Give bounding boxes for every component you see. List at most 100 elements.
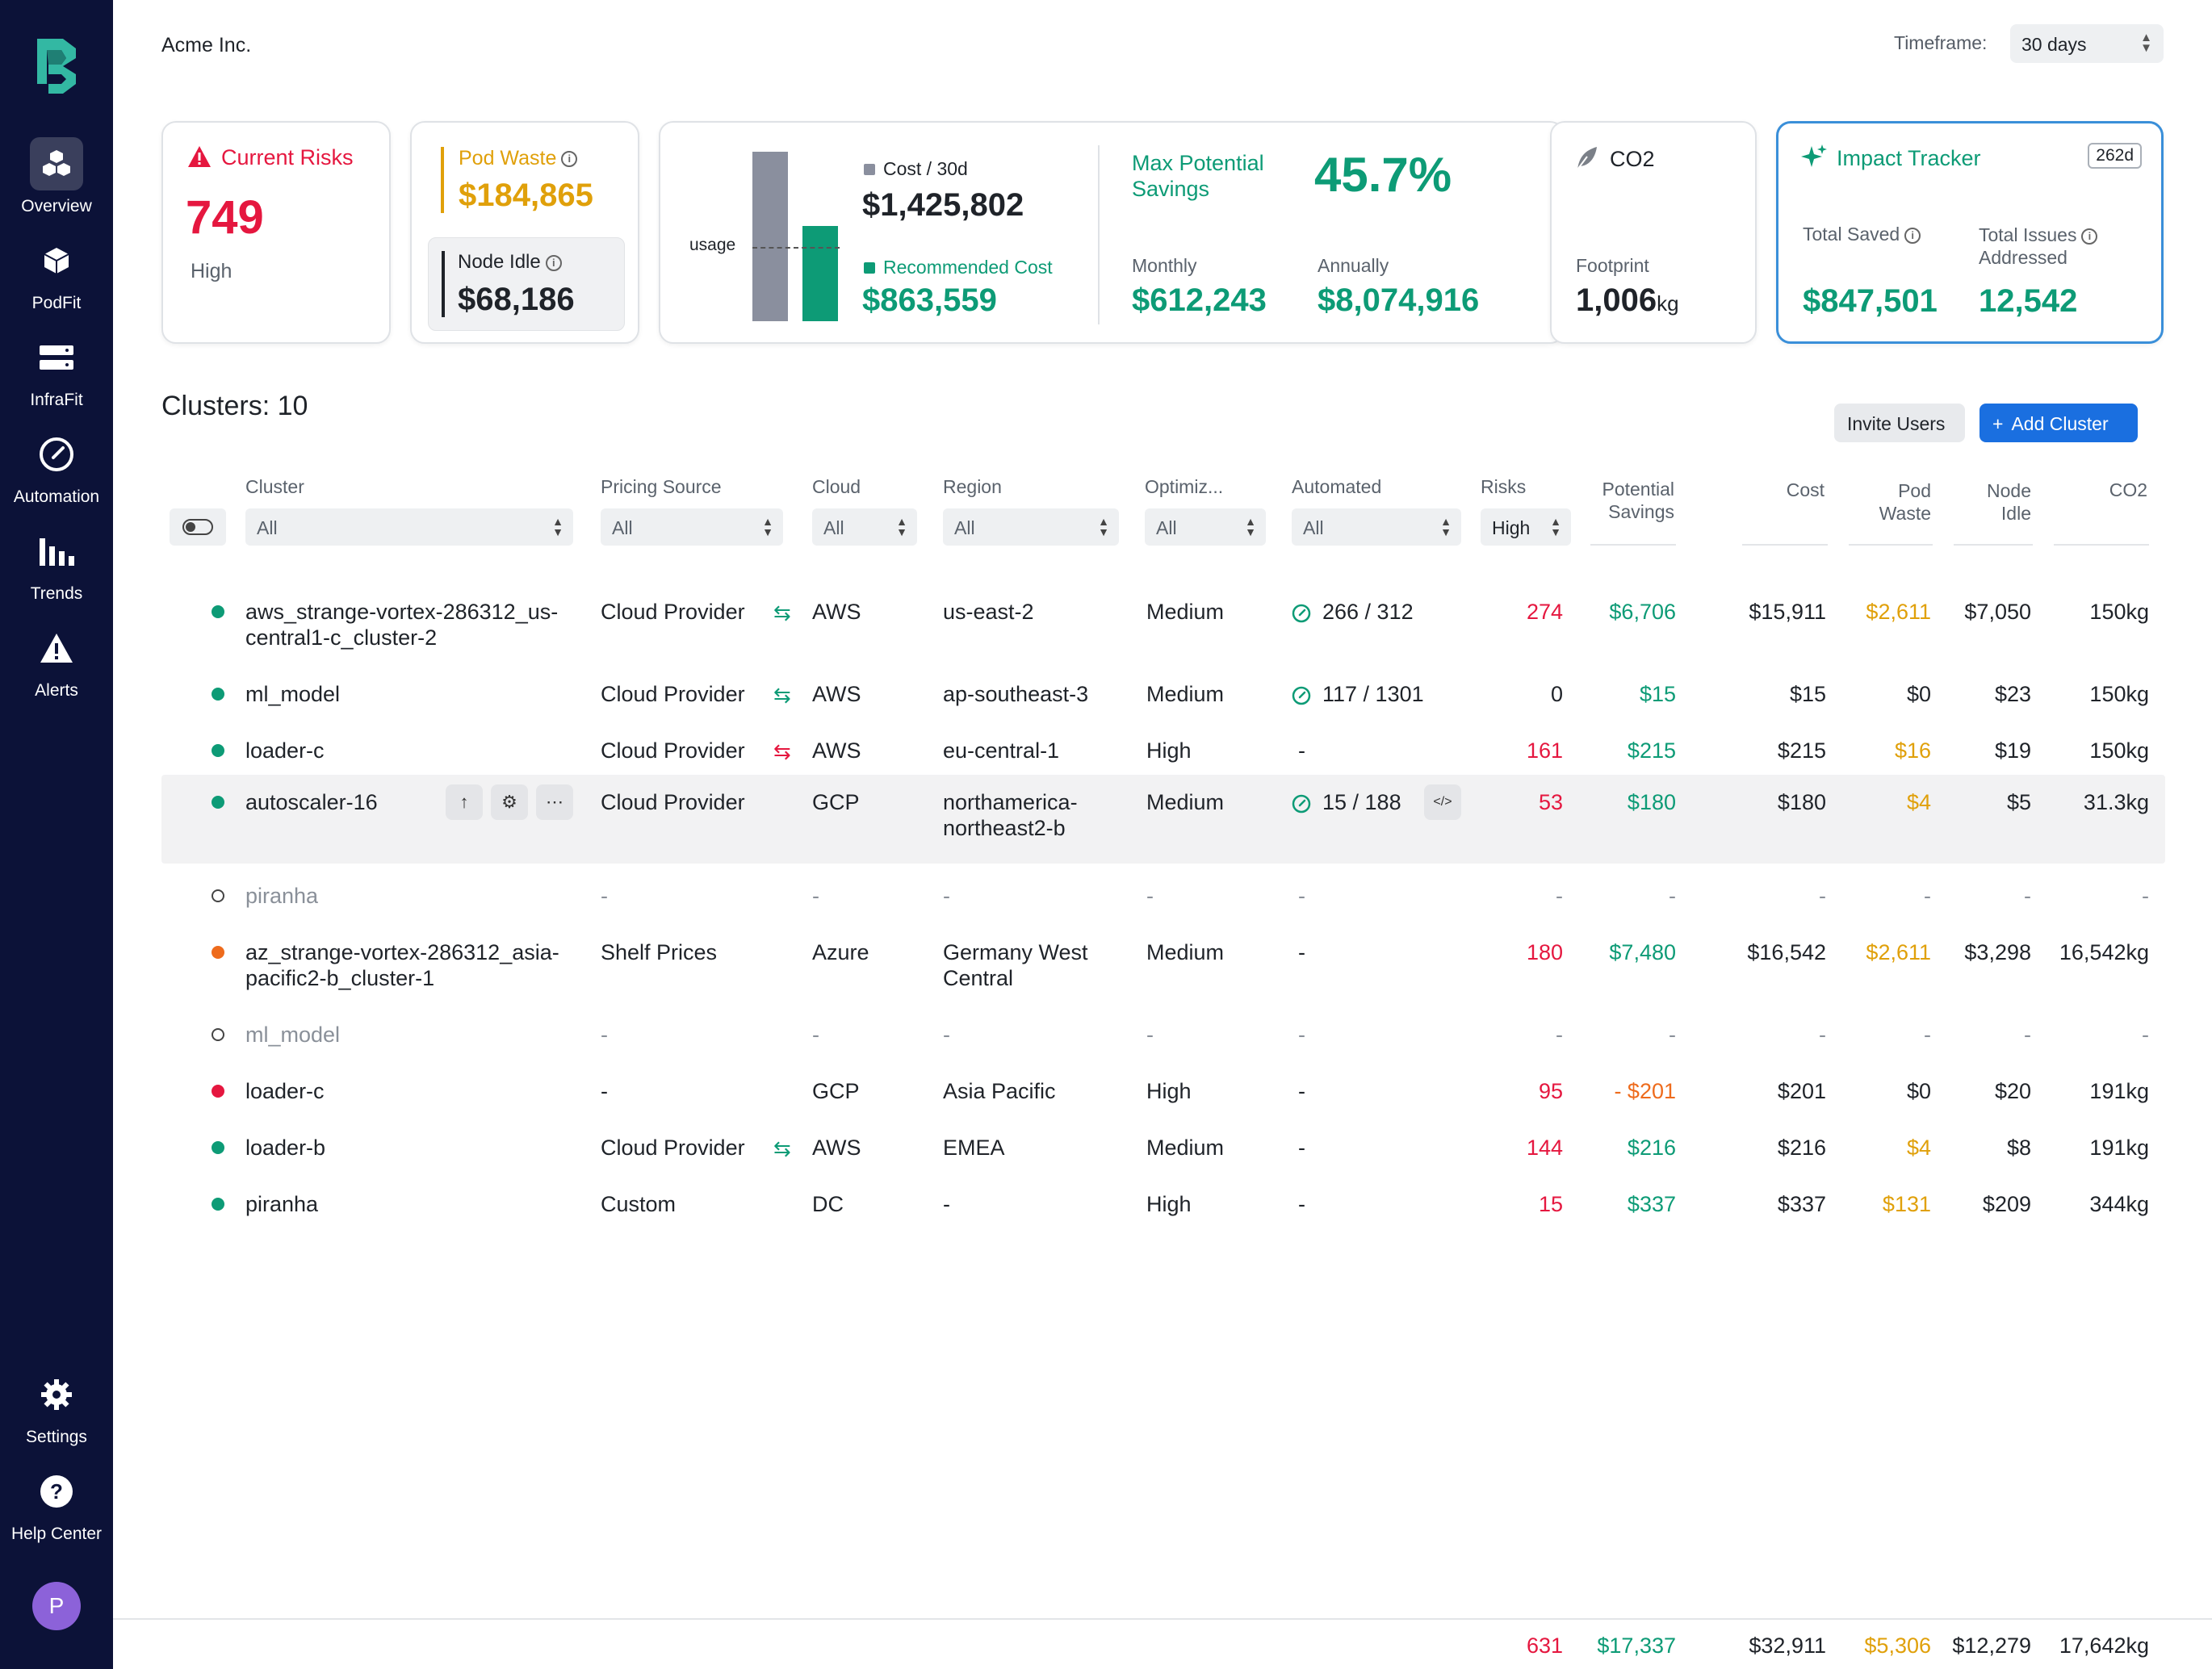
cloud-cell: AWS <box>812 682 861 706</box>
pricing-source: Shelf Prices <box>601 940 718 964</box>
filter-optimiz[interactable]: All ▲ ▼ <box>1145 508 1266 546</box>
col-header-co2[interactable]: CO2 <box>2109 479 2147 500</box>
sidebar-item-alerts[interactable]: Alerts <box>0 621 113 701</box>
footer-divider <box>113 1618 2212 1620</box>
automation-icon <box>1292 794 1311 818</box>
info-icon[interactable]: i <box>2081 228 2098 245</box>
col-header-region[interactable]: Region <box>943 476 1002 497</box>
timeframe-select[interactable]: 30 days ▲ ▼ <box>2010 24 2164 63</box>
cluster-name[interactable]: loader-b <box>245 1136 326 1160</box>
cluster-name[interactable]: aws_strange-vortex-286312_us-central1-c_… <box>245 600 559 650</box>
sidebar-item-label: Overview <box>21 197 92 215</box>
filter-cloud[interactable]: All ▲ ▼ <box>812 508 917 546</box>
optimiz-cell: Medium <box>1146 1136 1225 1160</box>
cluster-name[interactable]: loader-c <box>245 738 325 763</box>
cluster-name[interactable]: az_strange-vortex-286312_asia-pacific2-b… <box>245 940 559 990</box>
sidebar-item-infrafit[interactable]: InfraFit <box>0 331 113 410</box>
current-risks-title: Current Risks <box>221 145 354 169</box>
gear-icon[interactable]: ⚙ <box>491 784 528 820</box>
filter-risks[interactable]: High ▲ ▼ <box>1481 508 1571 546</box>
sidebar-item-podfit[interactable]: PodFit <box>0 234 113 313</box>
filter-automated[interactable]: All ▲ ▼ <box>1292 508 1461 546</box>
invite-users-button[interactable]: Invite Users <box>1834 404 1965 442</box>
code-icon[interactable]: </> <box>1424 784 1461 820</box>
pricing-source: Custom <box>601 1192 677 1216</box>
node-idle-box[interactable]: Node Idle i $68,186 <box>428 237 625 331</box>
table-row[interactable]: loader-c Cloud Provider ⇆ AWS eu-central-1 Hi… <box>161 730 2165 778</box>
col-header-risks[interactable]: Risks <box>1481 476 1527 497</box>
cost-cell: $337 <box>1777 1192 1826 1216</box>
pricing-source: Cloud Provider <box>601 738 745 763</box>
info-icon[interactable]: i <box>545 254 562 271</box>
avatar[interactable]: P <box>32 1582 81 1630</box>
table-row[interactable]: aws_strange-vortex-286312_us-central1-c_… <box>161 591 2165 659</box>
col-header-savings[interactable]: Potential Savings <box>1602 479 1674 522</box>
status-dot-icon <box>212 796 224 809</box>
status-dot-icon <box>212 1085 224 1098</box>
col-header-automated[interactable]: Automated <box>1292 476 1382 497</box>
optimiz-cell: Medium <box>1146 940 1225 964</box>
add-cluster-button[interactable]: + Add Cluster <box>1979 404 2138 442</box>
cluster-name[interactable]: piranha <box>245 1192 319 1216</box>
region-cell: - <box>943 1192 950 1216</box>
col-header-optimiz[interactable]: Optimiz... <box>1145 476 1224 497</box>
table-row[interactable]: piranha - - - - - - - - - - - <box>161 875 2165 923</box>
cost-cell: $15,911 <box>1749 600 1826 624</box>
table-row[interactable]: loader-c - GCP Asia Pacific High - 95 - $201 $20… <box>161 1070 2165 1119</box>
cloud-cell: GCP <box>812 1079 860 1103</box>
co2-title: CO2 <box>1610 147 1655 171</box>
sidebar-item-automation[interactable]: Automation <box>0 428 113 507</box>
sidebar-item-help-center[interactable]: ? Help Center <box>0 1465 113 1544</box>
cost-cell: $16,542 <box>1747 940 1826 964</box>
table-row[interactable]: az_strange-vortex-286312_asia-pacific2-b… <box>161 931 2165 999</box>
filter-pricing[interactable]: All ▲ ▼ <box>601 508 783 546</box>
total-saved-label: Total Saved i <box>1803 224 1921 245</box>
info-icon[interactable]: i <box>1904 227 1921 244</box>
col-header-cost[interactable]: Cost <box>1786 479 1824 500</box>
table-row[interactable]: piranha Custom DC - High - 15 $337 $337 $131 $209 3… <box>161 1183 2165 1232</box>
automated-cell: - <box>1298 884 1305 908</box>
table-row[interactable]: ml_model - - - - - - - - - - - <box>161 1014 2165 1062</box>
col-header-cloud[interactable]: Cloud <box>812 476 861 497</box>
cost-savings-card[interactable]: usage Cost / 30d $1,425,802 Recommended … <box>659 121 1565 344</box>
upload-icon[interactable]: ↑ <box>446 784 483 820</box>
divider <box>1098 145 1100 324</box>
select-arrows-icon: ▲ ▼ <box>896 515 907 538</box>
savings-cell: - <box>1669 1023 1676 1047</box>
table-row[interactable]: autoscaler-16 ↑ ⚙ ⋯ Cloud Provider GCP northam… <box>161 775 2165 864</box>
filter-region[interactable]: All ▲ ▼ <box>943 508 1119 546</box>
impact-tracker-card[interactable]: Impact Tracker 262d Total Saved i $847,50… <box>1776 121 2164 344</box>
sidebar-item-settings[interactable]: Settings <box>0 1368 113 1447</box>
pod-waste-cell: $2,611 <box>1866 940 1931 964</box>
filter-cluster[interactable]: All ▲ ▼ <box>245 508 573 546</box>
status-dot-icon <box>212 889 224 902</box>
cluster-name[interactable]: loader-c <box>245 1079 325 1103</box>
sidebar-item-trends[interactable]: Trends <box>0 525 113 604</box>
co2-card[interactable]: CO2 Footprint 1,006kg <box>1550 121 1757 344</box>
cluster-name[interactable]: ml_model <box>245 682 341 706</box>
col-header-pricing[interactable]: Pricing Source <box>601 476 722 497</box>
cluster-name[interactable]: piranha <box>245 884 319 908</box>
waste-card[interactable]: Pod Waste i $184,865 Node Idle i $68,186 <box>410 121 639 344</box>
cost-cell: $215 <box>1777 738 1826 763</box>
region-cell: - <box>943 1023 950 1047</box>
cluster-name[interactable]: autoscaler-16 <box>245 790 378 814</box>
col-header-pod-waste[interactable]: Pod Waste <box>1879 480 1931 524</box>
total-saved-value: $847,501 <box>1803 283 1938 319</box>
cluster-name[interactable]: ml_model <box>245 1023 341 1047</box>
max-savings-label: Max Potential Savings <box>1132 151 1264 201</box>
info-icon[interactable]: i <box>561 151 578 168</box>
col-header-node-idle[interactable]: Node Idle <box>1987 480 2031 524</box>
select-toggle[interactable] <box>170 508 226 546</box>
col-header-cluster[interactable]: Cluster <box>245 476 304 497</box>
more-icon[interactable]: ⋯ <box>536 784 573 820</box>
sidebar-item-overview[interactable]: Overview <box>0 137 113 216</box>
table-row[interactable]: ml_model Cloud Provider ⇆ AWS ap-southeast-3… <box>161 673 2165 722</box>
savings-cell: $6,706 <box>1609 600 1676 624</box>
table-row[interactable]: loader-b Cloud Provider ⇆ AWS EMEA Medium - 144… <box>161 1127 2165 1175</box>
automated-cell: - <box>1298 1136 1305 1160</box>
node-idle-bar <box>442 251 445 317</box>
current-risks-card[interactable]: Current Risks 749 High <box>161 121 391 344</box>
node-idle-cell: $8 <box>2006 1136 2031 1160</box>
app-logo[interactable] <box>31 34 82 98</box>
